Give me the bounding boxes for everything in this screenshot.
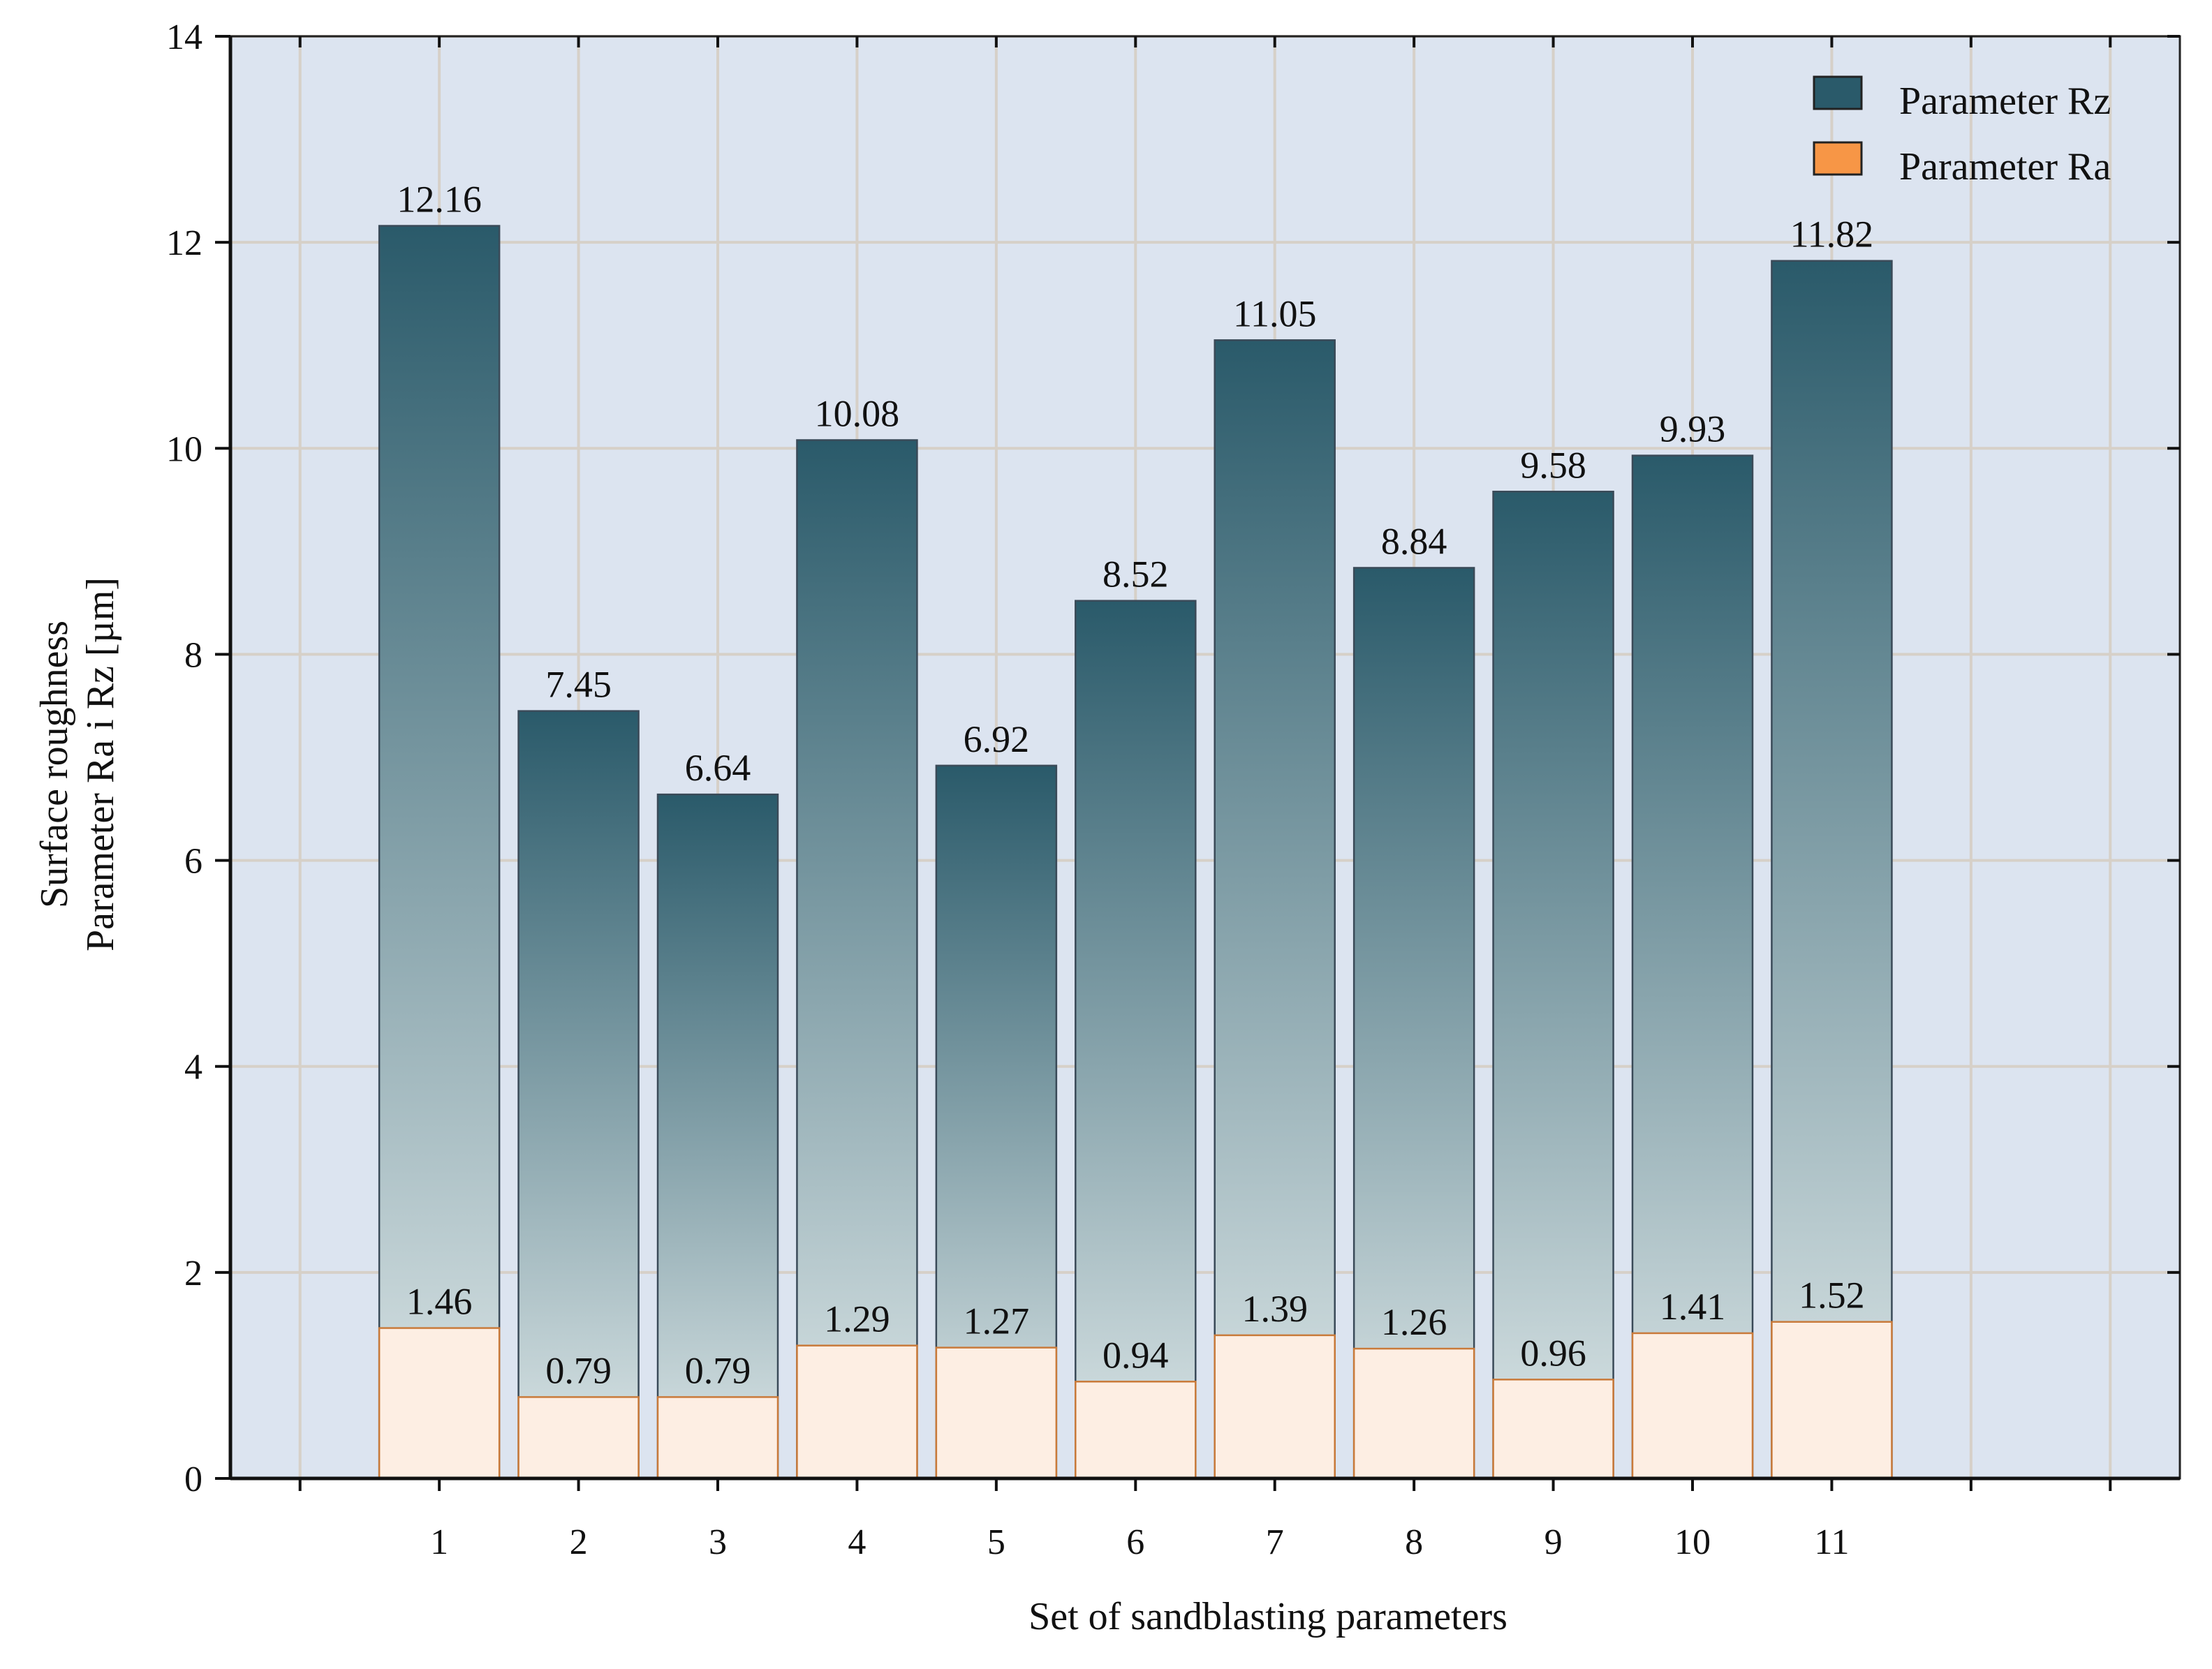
x-ticks: 1 2 3 4 5 6 7 8 9 10 11 [298, 36, 2112, 1562]
data-label-rz-5: 6.92 [964, 718, 1030, 760]
x-tick-label: 1 [430, 1522, 448, 1562]
y-axis-title-line-2: Parameter Ra i Rz [µm] [79, 577, 122, 951]
x-tick-label: 10 [1674, 1522, 1711, 1562]
data-label-ra-2: 0.79 [545, 1349, 612, 1391]
bar-rz-10 [1631, 454, 1754, 1480]
data-label-ra-9: 0.96 [1520, 1332, 1586, 1374]
data-label-ra-4: 1.29 [824, 1298, 890, 1340]
y-tick-label: 2 [184, 1254, 202, 1293]
y-tick-label: 12 [166, 223, 202, 263]
bar-ra-3 [656, 1396, 779, 1480]
data-label-rz-2: 7.45 [545, 664, 612, 706]
data-label-ra-11: 1.52 [1799, 1275, 1865, 1316]
x-tick-label: 4 [848, 1522, 866, 1562]
bar-ra-10 [1631, 1332, 1754, 1480]
legend-swatch-1 [1813, 75, 1863, 110]
legend-label-2: Parameter Ra [1899, 145, 2111, 188]
bar-rz-9 [1492, 491, 1614, 1480]
bar-ra-6 [1075, 1381, 1197, 1480]
data-label-rz-10: 9.93 [1660, 408, 1726, 450]
legend-label-1: Parameter Rz [1899, 80, 2111, 123]
bar-rz-11 [1771, 260, 1893, 1480]
data-label-ra-1: 1.46 [406, 1281, 473, 1323]
x-tick-label: 7 [1266, 1522, 1284, 1562]
bar-rz-3 [656, 793, 779, 1480]
y-tick-label: 10 [166, 429, 202, 469]
x-axis-title: Set of sandblasting parameters [1028, 1595, 1507, 1638]
x-tick-label: 8 [1405, 1522, 1423, 1562]
x-tick-label: 3 [709, 1522, 727, 1562]
bar-ra-1 [378, 1327, 501, 1480]
y-tick-label: 14 [166, 17, 202, 57]
y-tick-label: 8 [184, 635, 202, 675]
x-tick-label: 5 [987, 1522, 1005, 1562]
data-label-rz-9: 9.58 [1520, 444, 1586, 486]
bar-rz-7 [1214, 339, 1336, 1480]
legend-swatch-2 [1813, 141, 1863, 176]
bar-ra-11 [1771, 1321, 1893, 1480]
data-label-ra-7: 1.39 [1241, 1288, 1308, 1330]
data-label-ra-3: 0.79 [685, 1349, 751, 1391]
y-axis-title-line-1: Surface roughness [33, 621, 76, 908]
data-label-rz-7: 11.05 [1233, 292, 1317, 334]
data-label-rz-8: 8.84 [1381, 520, 1447, 562]
data-label-rz-11: 11.82 [1790, 214, 1874, 255]
data-label-rz-4: 10.08 [815, 392, 900, 434]
data-label-rz-3: 6.64 [685, 747, 751, 789]
data-label-ra-8: 1.26 [1381, 1301, 1447, 1343]
data-labels: 12.16 1.46 7.45 0.79 6.64 0.79 10.08 1.29 6.92 1.… [397, 179, 1873, 1392]
x-tick-label: 2 [570, 1522, 588, 1562]
data-label-ra-5: 1.27 [964, 1300, 1030, 1342]
bar-ra-7 [1214, 1334, 1336, 1480]
data-label-rz-1: 12.16 [397, 179, 482, 221]
data-label-ra-10: 1.41 [1660, 1286, 1726, 1328]
bar-rz-4 [796, 439, 918, 1480]
data-label-ra-6: 0.94 [1103, 1334, 1169, 1376]
bar-rz-6 [1075, 600, 1197, 1480]
y-tick-label: 6 [184, 842, 202, 882]
bar-rz-1 [378, 225, 501, 1480]
x-tick-label: 6 [1126, 1522, 1144, 1562]
bar-ra-4 [796, 1344, 918, 1480]
y-tick-label: 0 [184, 1460, 202, 1499]
bar-ra-2 [517, 1396, 640, 1480]
bar-ra-9 [1492, 1379, 1614, 1480]
bars [378, 225, 1893, 1480]
legend: Parameter Rz Parameter Ra [1813, 75, 2111, 188]
y-ticks: 0 2 4 6 8 10 12 14 [166, 17, 2180, 1499]
bar-ra-5 [935, 1347, 1058, 1480]
bar-ra-8 [1352, 1347, 1475, 1480]
data-label-rz-6: 8.52 [1103, 554, 1169, 595]
x-tick-label: 9 [1544, 1522, 1563, 1562]
bar-rz-8 [1352, 567, 1475, 1480]
x-tick-label: 11 [1814, 1522, 1849, 1562]
y-tick-label: 4 [184, 1048, 202, 1088]
